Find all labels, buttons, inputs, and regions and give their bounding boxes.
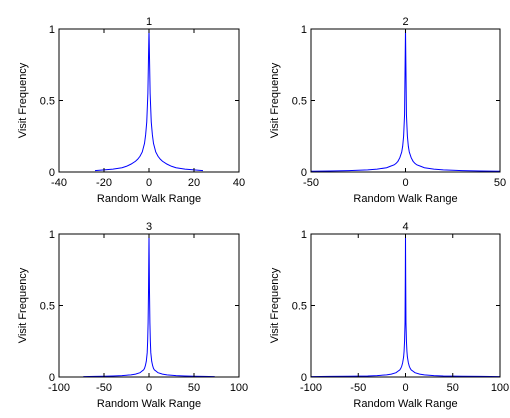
- subplot-1: 1 Random Walk Range Visit Frequency -40 -…: [17, 16, 245, 205]
- subplot-3: 3 Random Walk Range Visit Frequency -100…: [17, 221, 248, 410]
- x-tick-label: 0: [402, 382, 408, 394]
- x-tick-label: 100: [230, 382, 248, 394]
- x-axis-label: Random Walk Range: [97, 193, 201, 205]
- subplot-title: 4: [402, 221, 408, 233]
- x-tick-label: -100: [300, 382, 322, 394]
- subplot-4: 4 Random Walk Range Visit Frequency -100…: [269, 221, 509, 410]
- y-axis-label: Visit Frequency: [269, 267, 281, 343]
- series-line: [310, 28, 501, 172]
- x-tick-label: -50: [96, 382, 112, 394]
- x-tick-label: 50: [188, 382, 200, 394]
- x-tick-label: -50: [303, 177, 319, 189]
- x-tick-label: -100: [48, 382, 70, 394]
- series-line: [83, 233, 215, 378]
- subplot-title: 1: [146, 16, 152, 28]
- y-tick-label: 1: [49, 24, 55, 36]
- y-tick-label: 1: [301, 24, 307, 36]
- y-axis-label: Visit Frequency: [17, 267, 29, 343]
- subplot-title: 3: [146, 221, 152, 233]
- y-tick-label: 0: [49, 372, 55, 384]
- x-tick-label: 100: [491, 382, 509, 394]
- y-tick-label: 0.5: [292, 301, 307, 313]
- y-tick-label: 0.5: [40, 301, 55, 313]
- x-tick-label: -40: [51, 177, 67, 189]
- y-tick-label: 0.5: [292, 96, 307, 108]
- x-tick-label: -20: [96, 177, 112, 189]
- x-tick-label: -50: [350, 382, 366, 394]
- x-tick-label: 50: [494, 177, 506, 189]
- x-tick-label: 40: [233, 177, 245, 189]
- y-axis-label: Visit Frequency: [269, 62, 281, 138]
- y-tick-label: 0: [301, 167, 307, 179]
- x-tick-label: 20: [188, 177, 200, 189]
- x-tick-label: 0: [146, 177, 152, 189]
- x-axis-label: Random Walk Range: [97, 398, 201, 410]
- x-tick-label: 50: [447, 382, 459, 394]
- x-axis-label: Random Walk Range: [353, 398, 457, 410]
- y-tick-label: 1: [301, 229, 307, 241]
- series-line: [94, 28, 204, 172]
- y-tick-label: 1: [49, 229, 55, 241]
- x-tick-label: 0: [146, 382, 152, 394]
- subplot-title: 2: [402, 16, 408, 28]
- x-axis-label: Random Walk Range: [353, 193, 457, 205]
- subplot-2: 2 Random Walk Range Visit Frequency -50 0…: [269, 16, 506, 205]
- y-axis-label: Visit Frequency: [17, 62, 29, 138]
- x-tick-label: 0: [402, 177, 408, 189]
- y-tick-label: 0: [301, 372, 307, 384]
- y-tick-label: 0.5: [40, 96, 55, 108]
- y-tick-label: 0: [49, 167, 55, 179]
- series-line: [310, 233, 501, 378]
